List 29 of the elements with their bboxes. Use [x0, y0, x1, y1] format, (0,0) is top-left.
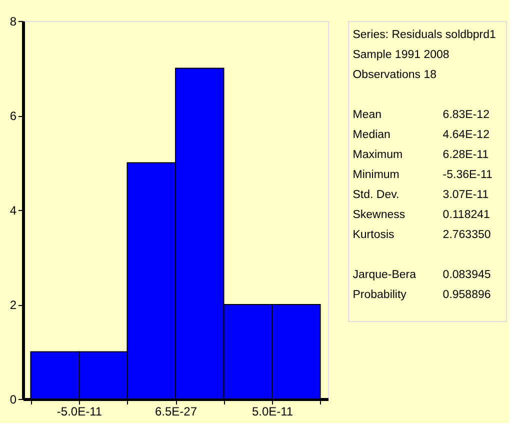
text: Median	[352, 129, 390, 141]
text: Kurtosis	[352, 229, 395, 241]
x-tick-label: -5.0E-11	[56, 404, 102, 418]
text: Sample 1991 2008	[352, 49, 450, 61]
text: -5.36E-11	[442, 169, 492, 181]
x-tick-label: 6.5E-27	[154, 404, 198, 418]
text: Probability	[352, 289, 407, 301]
y-tick-label: 8	[10, 14, 17, 28]
text: Maximum	[352, 149, 403, 161]
text: 2.763350	[442, 229, 491, 241]
text: Observations 18	[352, 69, 436, 81]
text: 6.83E-12	[442, 109, 490, 121]
text: 0.118241	[442, 209, 490, 221]
text: Skewness	[352, 209, 406, 221]
text: Jarque-Bera	[352, 269, 417, 281]
text: 3.07E-11	[442, 189, 489, 201]
x-tick-label: 5.0E-11	[252, 404, 294, 418]
text: 6.28E-11	[442, 149, 489, 161]
y-tick-label: 4	[10, 204, 17, 218]
y-tick-label: 0	[10, 392, 17, 406]
text: Std. Dev.	[352, 189, 400, 201]
text: Mean	[352, 109, 382, 121]
text: Minimum	[352, 169, 400, 181]
text: 0.958896	[442, 289, 491, 301]
y-tick-label: 6	[10, 109, 17, 123]
text: 0.083945	[442, 269, 491, 281]
text: 4.64E-12	[442, 129, 490, 141]
text: Series: Residuals soldbprd1	[352, 29, 496, 41]
y-tick-label: 2	[10, 298, 17, 312]
